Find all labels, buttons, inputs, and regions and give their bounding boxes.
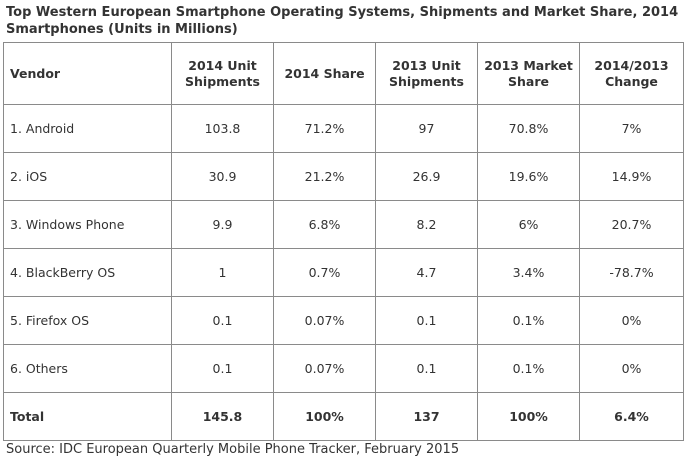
value-cell: 19.6%	[477, 152, 580, 201]
table-row: 5. Firefox OS 0.1 0.07% 0.1 0.1% 0%	[3, 296, 684, 345]
value-cell: 0.7%	[273, 248, 376, 297]
value-cell: 30.9	[171, 152, 274, 201]
value-cell: 6.8%	[273, 200, 376, 249]
value-cell: 0.1	[375, 344, 478, 393]
value-cell: 0%	[579, 344, 684, 393]
vendor-cell: 1. Android	[3, 104, 172, 153]
total-value-cell: 6.4%	[579, 392, 684, 441]
value-cell: 0.07%	[273, 344, 376, 393]
value-cell: 3.4%	[477, 248, 580, 297]
value-cell: 14.9%	[579, 152, 684, 201]
column-header: 2014/2013 Change	[579, 42, 684, 105]
total-row: Total 145.8 100% 137 100% 6.4%	[3, 392, 684, 441]
value-cell: 9.9	[171, 200, 274, 249]
source-note: Source: IDC European Quarterly Mobile Ph…	[6, 442, 460, 457]
table-body: Vendor 2014 Unit Shipments 2014 Share 2013 …	[3, 42, 684, 441]
table-title: Top Western European Smartphone Operatin…	[6, 5, 679, 37]
value-cell: 4.7	[375, 248, 478, 297]
vendor-cell: 5. Firefox OS	[3, 296, 172, 345]
value-cell: 21.2%	[273, 152, 376, 201]
vendor-cell: 6. Others	[3, 344, 172, 393]
table-row: 4. BlackBerry OS 1 0.7% 4.7 3.4% -78.7%	[3, 248, 684, 297]
value-cell: 71.2%	[273, 104, 376, 153]
column-header: 2014 Unit Shipments	[171, 42, 274, 105]
vendor-cell: 2. iOS	[3, 152, 172, 201]
value-cell: 1	[171, 248, 274, 297]
value-cell: -78.7%	[579, 248, 684, 297]
value-cell: 0.1	[171, 344, 274, 393]
column-header: 2013 Unit Shipments	[375, 42, 478, 105]
total-value-cell: 145.8	[171, 392, 274, 441]
value-cell: 0.1%	[477, 344, 580, 393]
value-cell: 0%	[579, 296, 684, 345]
value-cell: 7%	[579, 104, 684, 153]
value-cell: 20.7%	[579, 200, 684, 249]
total-value-cell: 137	[375, 392, 478, 441]
value-cell: 0.07%	[273, 296, 376, 345]
header-row: Vendor 2014 Unit Shipments 2014 Share 2013 …	[3, 42, 684, 105]
value-cell: 0.1%	[477, 296, 580, 345]
market-share-table: Vendor 2014 Unit Shipments 2014 Share 2013 …	[3, 42, 684, 441]
column-header: 2013 Market Share	[477, 42, 580, 105]
total-value-cell: 100%	[273, 392, 376, 441]
value-cell: 97	[375, 104, 478, 153]
total-label-cell: Total	[3, 392, 172, 441]
column-header: 2014 Share	[273, 42, 376, 105]
table-row: 2. iOS 30.9 21.2% 26.9 19.6% 14.9%	[3, 152, 684, 201]
value-cell: 0.1	[375, 296, 478, 345]
column-header: Vendor	[3, 42, 172, 105]
value-cell: 103.8	[171, 104, 274, 153]
value-cell: 0.1	[171, 296, 274, 345]
value-cell: 26.9	[375, 152, 478, 201]
table-row: 6. Others 0.1 0.07% 0.1 0.1% 0%	[3, 344, 684, 393]
value-cell: 8.2	[375, 200, 478, 249]
total-value-cell: 100%	[477, 392, 580, 441]
value-cell: 70.8%	[477, 104, 580, 153]
vendor-cell: 4. BlackBerry OS	[3, 248, 172, 297]
table-row: 1. Android 103.8 71.2% 97 70.8% 7%	[3, 104, 684, 153]
vendor-cell: 3. Windows Phone	[3, 200, 172, 249]
value-cell: 6%	[477, 200, 580, 249]
table-row: 3. Windows Phone 9.9 6.8% 8.2 6% 20.7%	[3, 200, 684, 249]
